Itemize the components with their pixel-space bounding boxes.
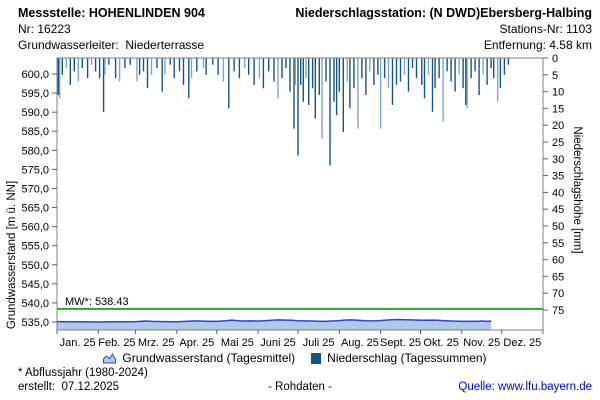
left-axis-title: Grundwasserstand [m ü. NN] [6, 181, 18, 329]
svg-text:50: 50 [552, 221, 564, 233]
svg-text:25: 25 [552, 137, 564, 149]
svg-text:560,0: 560,0 [21, 222, 49, 234]
svg-text:585,0: 585,0 [21, 126, 49, 138]
x-axis-ticks: Jan. 25 Feb. 25 Mrz. 25 Apr. 25 Mai 25 Juni 2… [56, 330, 544, 349]
precipitation-legend-label: Niederschlag (Tagessummen) [327, 351, 487, 365]
svg-text:580,0: 580,0 [21, 145, 49, 157]
mw-label: MW*: 538.43 [65, 296, 129, 308]
svg-text:Okt. 25: Okt. 25 [423, 337, 458, 349]
precipitation-legend-icon [311, 353, 322, 364]
svg-text:570,0: 570,0 [21, 183, 49, 195]
svg-text:600,0: 600,0 [21, 69, 49, 81]
precipitation-bars [57, 58, 510, 166]
svg-text:Mrz. 25: Mrz. 25 [138, 337, 175, 349]
svg-text:30: 30 [552, 154, 564, 166]
svg-text:40: 40 [552, 187, 564, 199]
svg-text:Juli 25: Juli 25 [303, 337, 335, 349]
svg-text:10: 10 [552, 87, 564, 99]
svg-text:Nov. 25: Nov. 25 [463, 337, 500, 349]
precip-station-number: Stations-Nr: 1103 [499, 22, 593, 36]
chart-legend: Grundwasserstand (Tagesmittel) Niedersch… [0, 351, 600, 365]
svg-text:590,0: 590,0 [21, 107, 49, 119]
svg-text:0: 0 [552, 53, 558, 65]
svg-text:45: 45 [552, 204, 564, 216]
svg-text:Aug. 25: Aug. 25 [341, 337, 379, 349]
right-axis-title: Niederschlagshöhe [mm] [571, 126, 583, 253]
svg-text:540,0: 540,0 [21, 298, 49, 310]
station-number: Nr: 16223 [18, 22, 71, 36]
svg-text:55: 55 [552, 238, 564, 250]
svg-text:545,0: 545,0 [21, 279, 49, 291]
svg-text:15: 15 [552, 103, 564, 115]
svg-text:Dez. 25: Dez. 25 [503, 337, 541, 349]
svg-text:70: 70 [552, 288, 564, 300]
svg-text:20: 20 [552, 120, 564, 132]
svg-text:60: 60 [552, 255, 564, 267]
groundwater-legend-label: Grundwasserstand (Tagesmittel) [122, 351, 296, 365]
svg-text:75: 75 [552, 305, 564, 317]
svg-text:Feb. 25: Feb. 25 [98, 337, 135, 349]
svg-text:Jan. 25: Jan. 25 [60, 337, 96, 349]
rohdaten-label: - Rohdaten - [268, 381, 332, 393]
svg-text:595,0: 595,0 [21, 88, 49, 100]
groundwater-line [56, 318, 492, 323]
svg-text:535,0: 535,0 [21, 317, 49, 329]
svg-text:565,0: 565,0 [21, 203, 49, 215]
svg-text:5: 5 [552, 70, 558, 82]
svg-text:Juni 25: Juni 25 [260, 337, 295, 349]
created-date: erstellt: 07.12.2025 [18, 381, 120, 393]
aquifer-line: Grundwasserleiter: Niederterrasse [18, 38, 205, 52]
distance-line: Entfernung: 4.58 km [483, 38, 592, 52]
left-axis-ticks: 600,0 595,0 590,0 585,0 580,0 575,0 570,0 565,0… [21, 69, 57, 329]
svg-text:Mai 25: Mai 25 [221, 337, 254, 349]
station-title: Messstelle: HOHENLINDEN 904 [18, 6, 205, 20]
svg-text:Sept. 25: Sept. 25 [380, 337, 421, 349]
right-axis-ticks: 0 5 10 15 20 25 30 35 40 45 50 55 60 65 70 75 [543, 53, 564, 317]
svg-text:550,0: 550,0 [21, 260, 49, 272]
station-header-right: Niederschlagsstation: (N DWD)Ebersberg-H… [295, 5, 592, 53]
station-header-left: Messstelle: HOHENLINDEN 904 Nr: 16223 Gr… [18, 5, 205, 53]
svg-text:Apr. 25: Apr. 25 [179, 337, 214, 349]
svg-text:65: 65 [552, 271, 564, 283]
precip-station-title: Niederschlagsstation: (N DWD)Ebersberg-H… [295, 6, 592, 20]
svg-text:555,0: 555,0 [21, 241, 49, 253]
source-link[interactable]: Quelle: www.lfu.bayern.de [458, 381, 592, 393]
footnote-abflussjahr: * Abflussjahr (1980-2024) [18, 367, 148, 379]
plot-frame [56, 57, 544, 331]
svg-text:35: 35 [552, 171, 564, 183]
svg-text:575,0: 575,0 [21, 164, 49, 176]
groundwater-legend-icon [103, 353, 117, 364]
